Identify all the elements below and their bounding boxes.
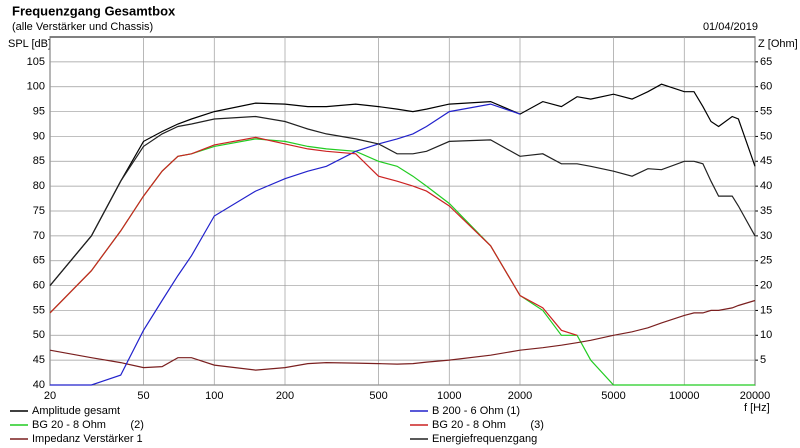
- x-tick-label: 20000: [740, 390, 771, 402]
- series-line: [49, 299, 756, 371]
- series-line: [49, 83, 756, 286]
- series-line: [49, 138, 755, 386]
- series-line: [49, 136, 578, 336]
- legend-label: Amplitude gesamt: [32, 405, 120, 417]
- x-axis-label: f [Hz]: [744, 402, 770, 414]
- y-tick-label: 80: [33, 180, 45, 192]
- chart-title: Frequenzgang Gesamtbox: [12, 3, 176, 18]
- x-tick-label: 100: [205, 390, 223, 402]
- y-tick-label: 60: [33, 279, 45, 291]
- legend-label: B 200 - 6 Ohm (1): [432, 405, 520, 417]
- series-line: [50, 103, 521, 386]
- y-tick-label: 105: [27, 56, 45, 68]
- x-tick-label: 5000: [601, 390, 625, 402]
- y-tick-label: 70: [33, 230, 45, 242]
- y2-tick-label: 45: [760, 155, 772, 167]
- y-tick-label: 40: [33, 379, 45, 391]
- x-tick-label: 200: [276, 390, 294, 402]
- x-tick-label: 20: [44, 390, 56, 402]
- y2-tick-label: 65: [760, 56, 772, 68]
- x-tick-label: 500: [369, 390, 387, 402]
- y-axis-label: SPL [dB]: [8, 38, 51, 50]
- y2-tick-label: 50: [760, 130, 772, 142]
- legend-label: Energiefrequenzgang: [432, 433, 537, 445]
- y-tick-label: 100: [27, 81, 45, 93]
- y-tick-label: 85: [33, 155, 45, 167]
- legend-label: BG 20 - 8 Ohm (3): [432, 419, 544, 431]
- y2-tick-label: 60: [760, 81, 772, 93]
- y2-axis-label: Z [Ohm]: [758, 38, 798, 50]
- y2-tick-label: 10: [760, 329, 772, 341]
- y-tick-label: 45: [33, 354, 45, 366]
- x-tick-label: 1000: [437, 390, 461, 402]
- chart-subtitle: (alle Verstärker und Chassis): [12, 21, 153, 33]
- y2-tick-label: 5: [760, 354, 766, 366]
- y-tick-label: 55: [33, 304, 45, 316]
- chart-date: 01/04/2019: [703, 21, 758, 33]
- x-tick-label: 50: [137, 390, 149, 402]
- y2-tick-label: 15: [760, 304, 772, 316]
- legend-label: BG 20 - 8 Ohm (2): [32, 419, 144, 431]
- y2-tick-label: 35: [760, 205, 772, 217]
- y-tick-label: 95: [33, 105, 45, 117]
- y2-tick-label: 25: [760, 255, 772, 267]
- y2-tick-label: 40: [760, 180, 772, 192]
- y2-tick-label: 55: [760, 105, 772, 117]
- x-tick-label: 2000: [508, 390, 532, 402]
- y-tick-label: 65: [33, 255, 45, 267]
- y-tick-label: 50: [33, 329, 45, 341]
- x-tick-label: 10000: [669, 390, 700, 402]
- y-tick-label: 90: [33, 130, 45, 142]
- legend-label: Impedanz Verstärker 1: [32, 433, 143, 445]
- y2-tick-label: 20: [760, 279, 772, 291]
- series-line: [49, 115, 756, 286]
- y-tick-label: 75: [33, 205, 45, 217]
- y2-tick-label: 30: [760, 230, 772, 242]
